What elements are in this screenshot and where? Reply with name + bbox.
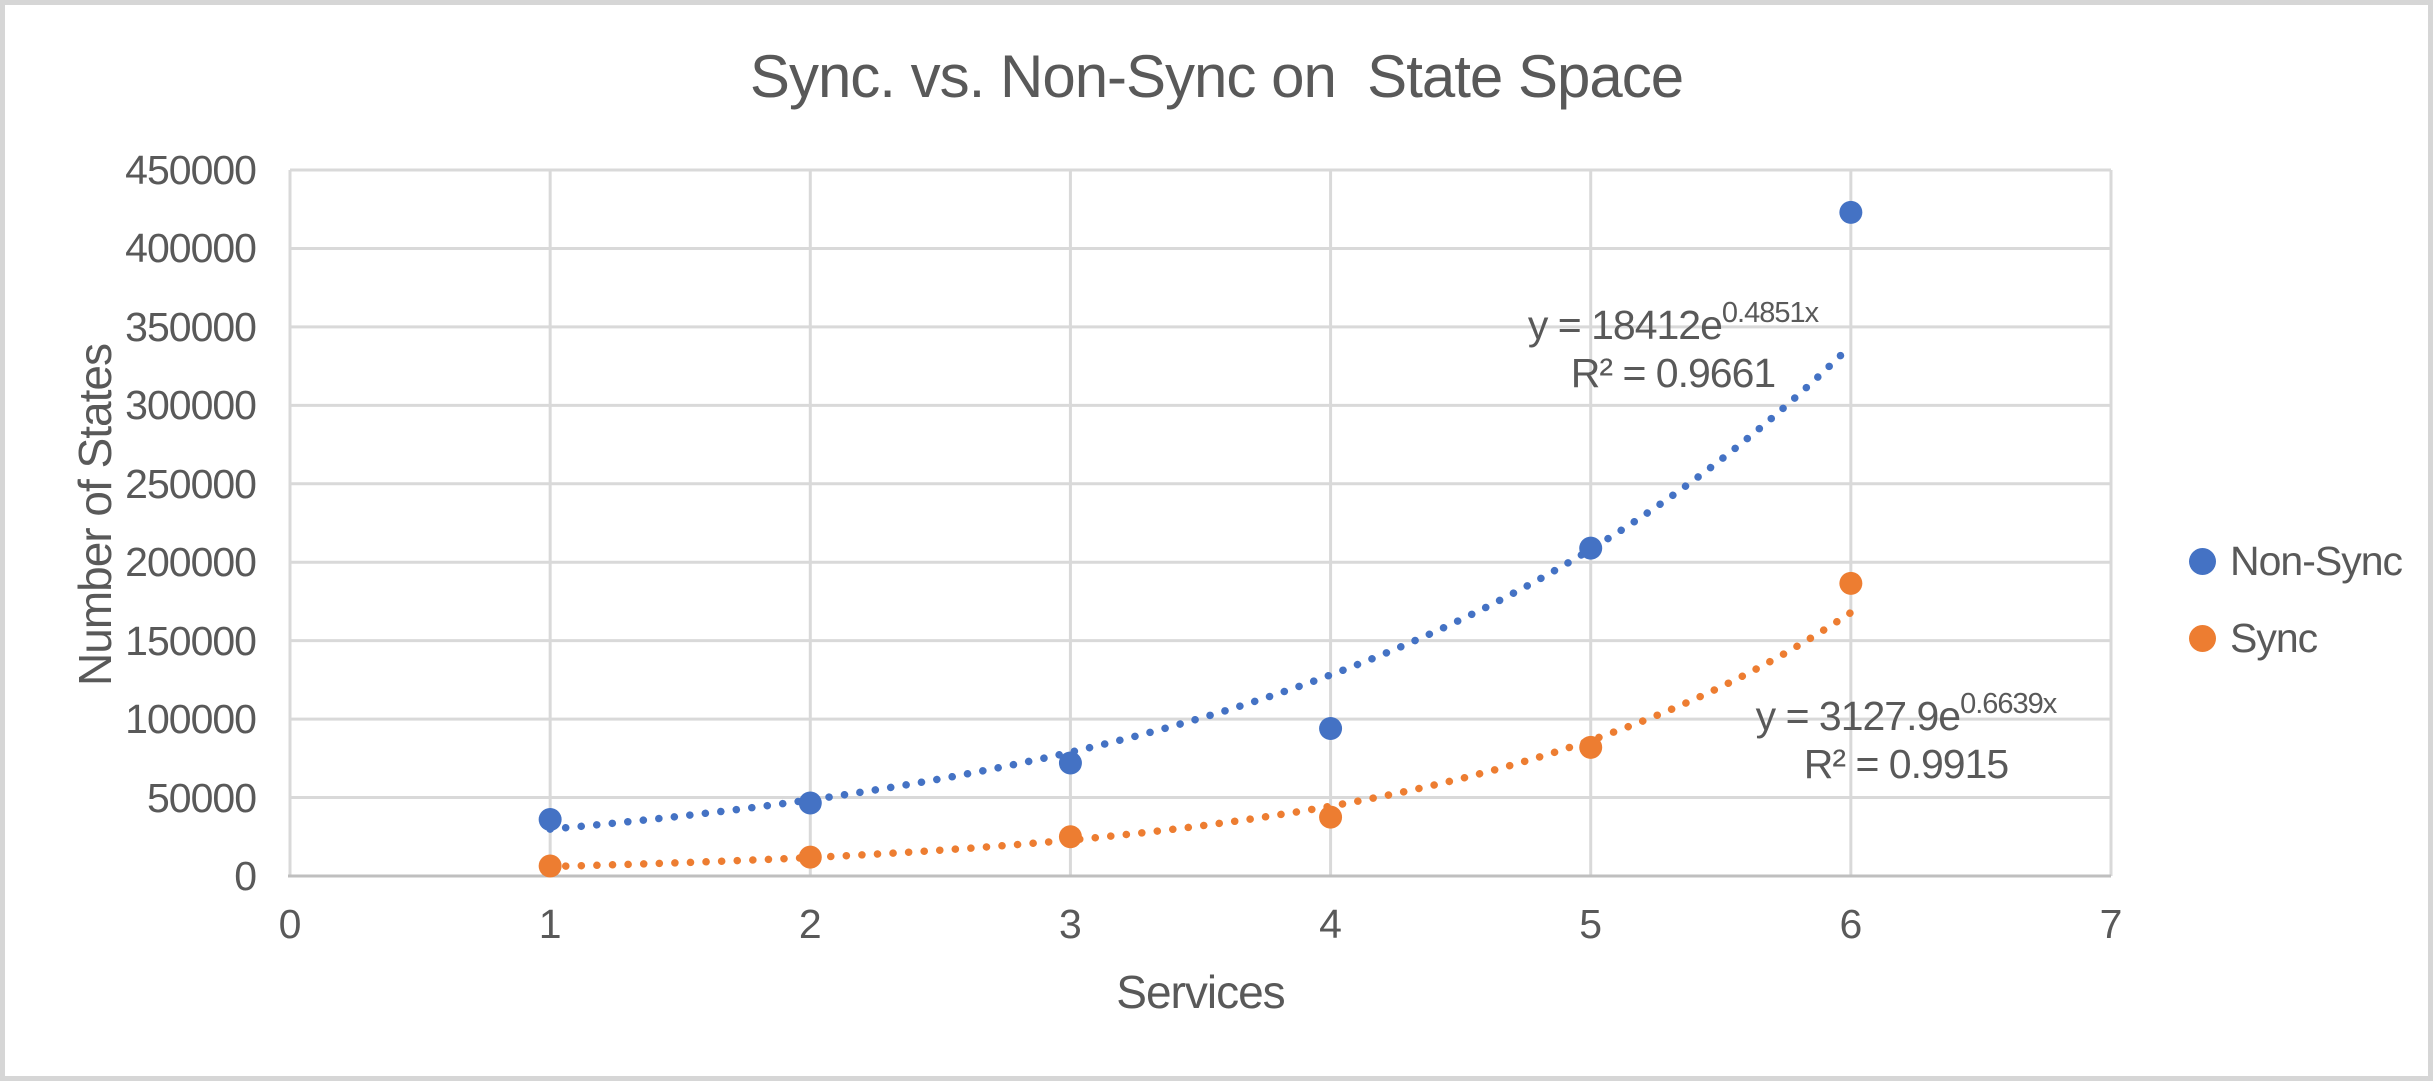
data-point-non-sync xyxy=(1579,536,1603,560)
x-tick-label: 5 xyxy=(1579,901,1603,947)
data-point-non-sync xyxy=(1319,717,1343,741)
legend-marker-non-sync xyxy=(2189,547,2216,575)
y-tick-label: 150000 xyxy=(125,617,257,664)
y-tick-label: 0 xyxy=(234,853,257,899)
legend-item-sync: Sync xyxy=(2189,614,2318,661)
y-tick-label: 200000 xyxy=(125,539,257,586)
trend-equation-sync: y = 3127.9e0.6639x xyxy=(1755,688,2058,739)
x-axis-title: Services xyxy=(1116,966,1285,1018)
x-tick-label: 6 xyxy=(1839,901,1863,947)
data-point-sync xyxy=(1058,825,1082,849)
legend-item-non-sync: Non-Sync xyxy=(2189,537,2403,584)
legend-label-non-sync: Non-Sync xyxy=(2230,537,2403,584)
data-point-sync xyxy=(1319,805,1343,829)
data-point-sync xyxy=(538,854,562,878)
legend-marker-sync xyxy=(2189,624,2216,652)
data-point-sync xyxy=(1839,571,1863,595)
x-tick-label: 1 xyxy=(538,901,562,947)
y-tick-label: 350000 xyxy=(125,303,257,350)
x-tick-label: 7 xyxy=(2099,901,2123,947)
x-tick-label: 0 xyxy=(278,901,302,947)
y-tick-label: 50000 xyxy=(146,774,257,821)
data-point-non-sync xyxy=(538,808,562,832)
trend-annotation-non-sync: y = 18412e0.4851x R² = 0.9661 xyxy=(1323,297,2023,397)
legend-label-sync: Sync xyxy=(2230,614,2318,661)
trend-equation-non-sync: y = 18412e0.4851x xyxy=(1527,297,1819,348)
y-tick-label: 250000 xyxy=(125,460,257,507)
data-point-sync xyxy=(798,845,822,869)
y-tick-label: 300000 xyxy=(125,382,257,429)
trend-r2-non-sync: R² = 0.9661 xyxy=(1570,350,1776,396)
y-tick-label: 450000 xyxy=(125,147,257,193)
trend-exponent-sync: 0.6639x xyxy=(1960,688,2057,721)
chart-title: Sync. vs. Non-Sync on State Space xyxy=(749,43,1684,110)
x-tick-label: 3 xyxy=(1059,901,1082,947)
trendline-sync xyxy=(546,608,1855,871)
trend-exponent-non-sync: 0.4851x xyxy=(1721,297,1819,330)
y-tick-label: 400000 xyxy=(125,225,257,272)
data-point-sync xyxy=(1579,735,1603,759)
x-tick-label: 4 xyxy=(1319,901,1342,947)
data-point-non-sync xyxy=(1839,200,1863,224)
data-point-non-sync xyxy=(1058,751,1082,775)
x-tick-label: 2 xyxy=(798,901,822,947)
trendline-non-sync xyxy=(546,341,1855,833)
trend-r2-sync: R² = 0.9915 xyxy=(1803,741,2009,787)
y-tick-label: 100000 xyxy=(125,696,257,743)
trend-annotation-sync: y = 3127.9e0.6639x R² = 0.9915 xyxy=(1556,688,2256,788)
data-point-non-sync xyxy=(798,791,822,815)
